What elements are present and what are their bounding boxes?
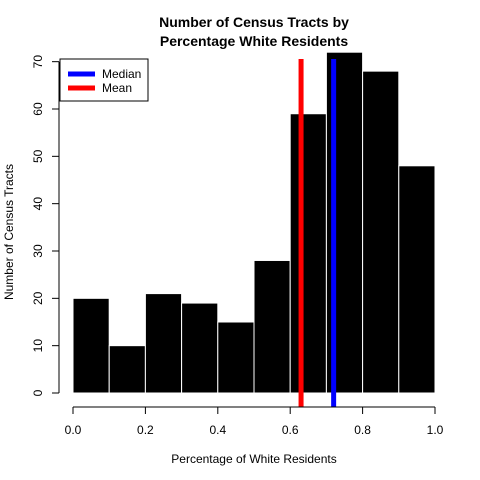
y-tick-label-0: 0 xyxy=(31,389,45,396)
histogram-bar-3 xyxy=(181,302,219,394)
legend-box xyxy=(59,58,149,102)
x-tick-label-2: 0.4 xyxy=(209,423,226,437)
x-axis: 0.0 0.2 0.4 0.6 0.8 1.0 xyxy=(65,406,444,437)
y-axis-label: Number of Census Tracts xyxy=(2,164,16,300)
histogram-bar-9 xyxy=(398,165,436,394)
x-tick-label-1: 0.2 xyxy=(137,423,154,437)
y-tick-label-7: 70 xyxy=(31,55,45,69)
x-axis-label: Percentage of White Residents xyxy=(171,452,336,466)
histogram-bar-1 xyxy=(108,345,146,394)
chart-title-line1: Number of Census Tracts by xyxy=(159,14,349,30)
x-tick-label-4: 0.8 xyxy=(354,423,371,437)
histogram-bar-6 xyxy=(289,113,327,394)
x-tick-label-5: 1.0 xyxy=(427,423,444,437)
histogram-bar-5 xyxy=(253,259,291,394)
y-tick-label-6: 60 xyxy=(31,102,45,116)
y-axis: 0 10 20 30 40 50 60 70 xyxy=(31,55,60,396)
y-tick-label-5: 50 xyxy=(31,149,45,163)
y-tick-label-4: 40 xyxy=(31,197,45,211)
histogram-bar-0 xyxy=(72,297,110,394)
reference-lines xyxy=(298,59,337,407)
x-tick-label-3: 0.6 xyxy=(282,423,299,437)
legend-label-mean: Mean xyxy=(102,81,132,95)
y-tick-label-1: 10 xyxy=(31,339,45,353)
chart-title-line2: Percentage White Residents xyxy=(160,33,348,49)
y-tick-label-3: 30 xyxy=(31,244,45,258)
x-tick-label-0: 0.0 xyxy=(65,423,82,437)
histogram-bar-8 xyxy=(362,70,400,394)
histogram-bar-4 xyxy=(217,321,255,394)
histogram-bar-2 xyxy=(144,293,183,394)
legend-label-median: Median xyxy=(102,67,141,81)
y-tick-label-2: 20 xyxy=(31,291,45,305)
histogram-bars xyxy=(72,51,436,394)
